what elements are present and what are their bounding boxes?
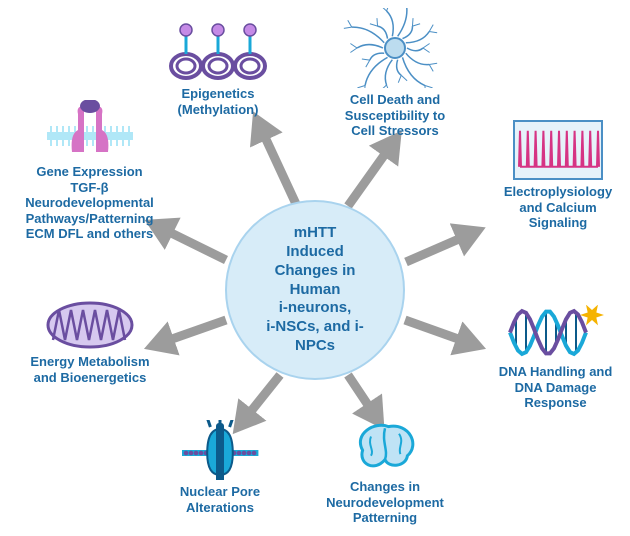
energy-icon [45,300,135,350]
arrow-nuclear-pore [240,375,280,425]
electrophys-icon [513,120,603,180]
node-dna-damage: DNA Handling and DNA Damage Response [478,305,630,411]
node-nuclear-pore: Nuclear Pore Alterations [155,420,285,515]
node-cell-death: Cell Death and Susceptibility to Cell St… [315,8,475,139]
center-text: mHTT Induced Changes in Human i-neurons,… [266,224,364,355]
nuclear-pore-label: Nuclear Pore Alterations [155,484,285,515]
nuclear-pore-icon [180,420,260,480]
cell-death-label: Cell Death and Susceptibility to Cell St… [315,92,475,139]
cell-death-icon [340,8,450,88]
epigenetics-icon [168,22,268,82]
diagram-stage: mHTT Induced Changes in Human i-neurons,… [0,0,630,536]
gene-exp-label: Gene Expression TGF-β Neurodevelopmental… [2,164,177,242]
node-gene-exp: Gene Expression TGF-β Neurodevelopmental… [2,100,177,242]
node-neurodev: Changes in Neurodevelopment Patterning [300,420,470,526]
neurodev-label: Changes in Neurodevelopment Patterning [300,479,470,526]
neurodev-icon [350,420,420,475]
arrow-epigenetics [258,122,296,204]
electrophys-label: Electroplysiology and Calcium Signaling [483,184,630,231]
energy-label: Energy Metabolism and Bioenergetics [5,354,175,385]
arrow-electrophys [406,232,475,262]
dna-damage-icon [506,305,606,360]
arrow-neurodev [348,375,378,420]
node-electrophys: Electroplysiology and Calcium Signaling [483,120,630,231]
node-energy: Energy Metabolism and Bioenergetics [5,300,175,385]
center-circle: mHTT Induced Changes in Human i-neurons,… [225,200,405,380]
arrow-dna-damage [405,320,475,345]
arrow-cell-death [348,140,395,206]
dna-damage-label: DNA Handling and DNA Damage Response [478,364,630,411]
gene-exp-icon [45,100,135,160]
